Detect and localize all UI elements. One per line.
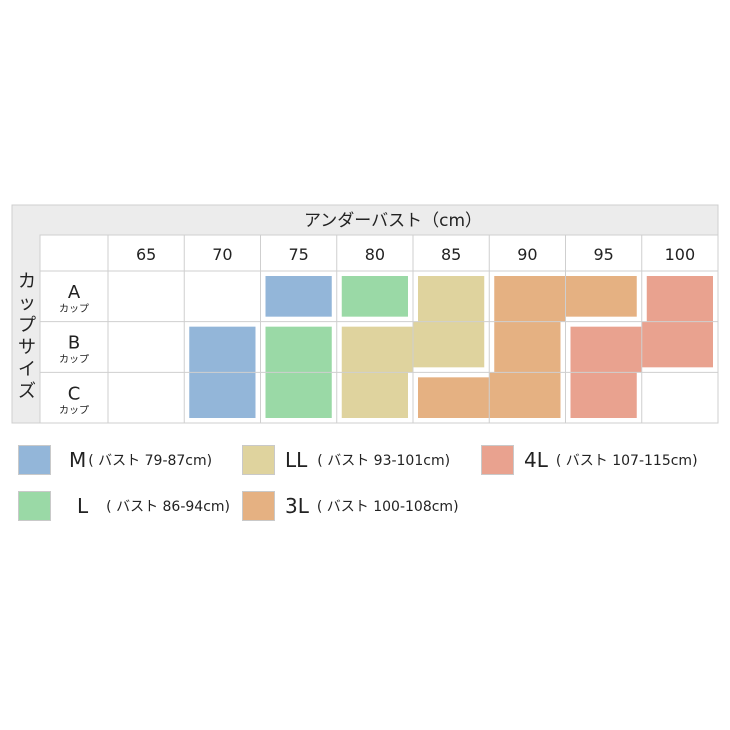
legend-size-m: M (69, 448, 87, 472)
legend-range-m: ( バスト 79-87cm) (88, 453, 213, 469)
legend-item-4l: 4L ( バスト 107-115cm) (481, 445, 698, 475)
row-label-c: C (68, 383, 81, 404)
size-cell-c-75 (265, 372, 332, 418)
size-cell-b-80 (341, 326, 413, 373)
size-cell-c-85 (418, 377, 490, 418)
legend-item-3l: 3L ( バスト 100-108cm) (242, 491, 459, 521)
legend-range-ll: ( バスト 93-101cm) (317, 453, 451, 469)
row-header-title-char: プ (18, 315, 36, 336)
size-cell-a-80 (341, 276, 408, 317)
size-cell-a-75 (265, 276, 332, 317)
chart-title: アンダーバスト（cm） (304, 211, 482, 231)
legend-swatch-m (18, 445, 51, 475)
size-cell-a-90 (494, 276, 566, 322)
row-label-a: A (68, 282, 81, 303)
size-cell-b-95 (570, 326, 642, 373)
legend-swatch-ll (242, 445, 275, 475)
size-cell-c-90 (489, 372, 561, 418)
size-cell-b-75 (265, 326, 332, 373)
column-header-100: 100 (665, 245, 696, 264)
row-sublabel-b: カップ (59, 354, 89, 366)
legend-item-ll: LL ( バスト 93-101cm) (242, 445, 450, 475)
size-cell-a-100 (646, 276, 713, 322)
legend-range-l: ( バスト 86-94cm) (106, 499, 230, 515)
column-header-65: 65 (136, 245, 156, 264)
size-block-4l-4 (570, 276, 713, 418)
row-label-b: B (68, 333, 80, 354)
legend-size-l: L (77, 494, 89, 518)
row-sublabel-a: カップ (59, 303, 89, 315)
legend-item-m: M ( バスト 79-87cm) (18, 445, 212, 475)
legend-size-4l: 4L (524, 448, 548, 472)
column-header-80: 80 (365, 245, 385, 264)
legend-size-3l: 3L (285, 494, 309, 518)
size-block-l-6 (265, 326, 332, 418)
size-cell-c-80 (341, 372, 408, 418)
size-block-ll-2 (341, 276, 485, 418)
row-header-title-char: カ (18, 271, 36, 292)
size-block-3l-3 (418, 276, 637, 418)
size-block-m-5 (189, 326, 256, 418)
size-cell-b-85 (413, 321, 485, 368)
row-header-title-char: ズ (18, 381, 36, 402)
row-header-title-char: イ (18, 359, 36, 380)
size-cell-c-70 (189, 372, 256, 418)
row-sublabel-c: カップ (59, 404, 89, 416)
size-cell-b-70 (189, 326, 256, 373)
size-cell-a-85 (418, 276, 485, 322)
size-cell-c-95 (570, 372, 637, 418)
column-header-85: 85 (441, 245, 461, 264)
legend-range-4l: ( バスト 107-115cm) (555, 453, 698, 469)
column-header-95: 95 (593, 245, 613, 264)
legend-swatch-l (18, 491, 51, 521)
row-header-title-char: ッ (18, 293, 36, 314)
size-cell-b-100 (641, 321, 713, 368)
legend-swatch-3l (242, 491, 275, 521)
size-chart-table: アンダーバスト（cm）65 70 75 80 85 90 95 100カップサイズAカップBカ… (11, 204, 719, 424)
size-cell-b-90 (494, 321, 561, 373)
legend-size-ll: LL (285, 448, 308, 472)
legend-item-l: L ( バスト 86-94cm) (18, 491, 230, 521)
size-block-m-0 (265, 276, 332, 317)
column-header-90: 90 (517, 245, 537, 264)
column-header-70: 70 (212, 245, 232, 264)
size-block-l-1 (341, 276, 408, 317)
size-cell-a-95 (565, 276, 637, 317)
row-header-title-char: サ (18, 337, 36, 358)
column-header-75: 75 (288, 245, 308, 264)
legend-range-3l: ( バスト 100-108cm) (316, 499, 459, 515)
legend-swatch-4l (481, 445, 514, 475)
